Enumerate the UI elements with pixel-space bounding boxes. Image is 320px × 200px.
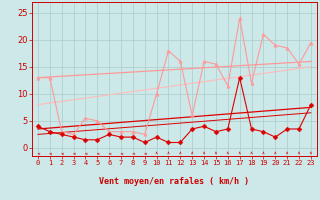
X-axis label: Vent moyen/en rafales ( km/h ): Vent moyen/en rafales ( km/h ) (100, 177, 249, 186)
